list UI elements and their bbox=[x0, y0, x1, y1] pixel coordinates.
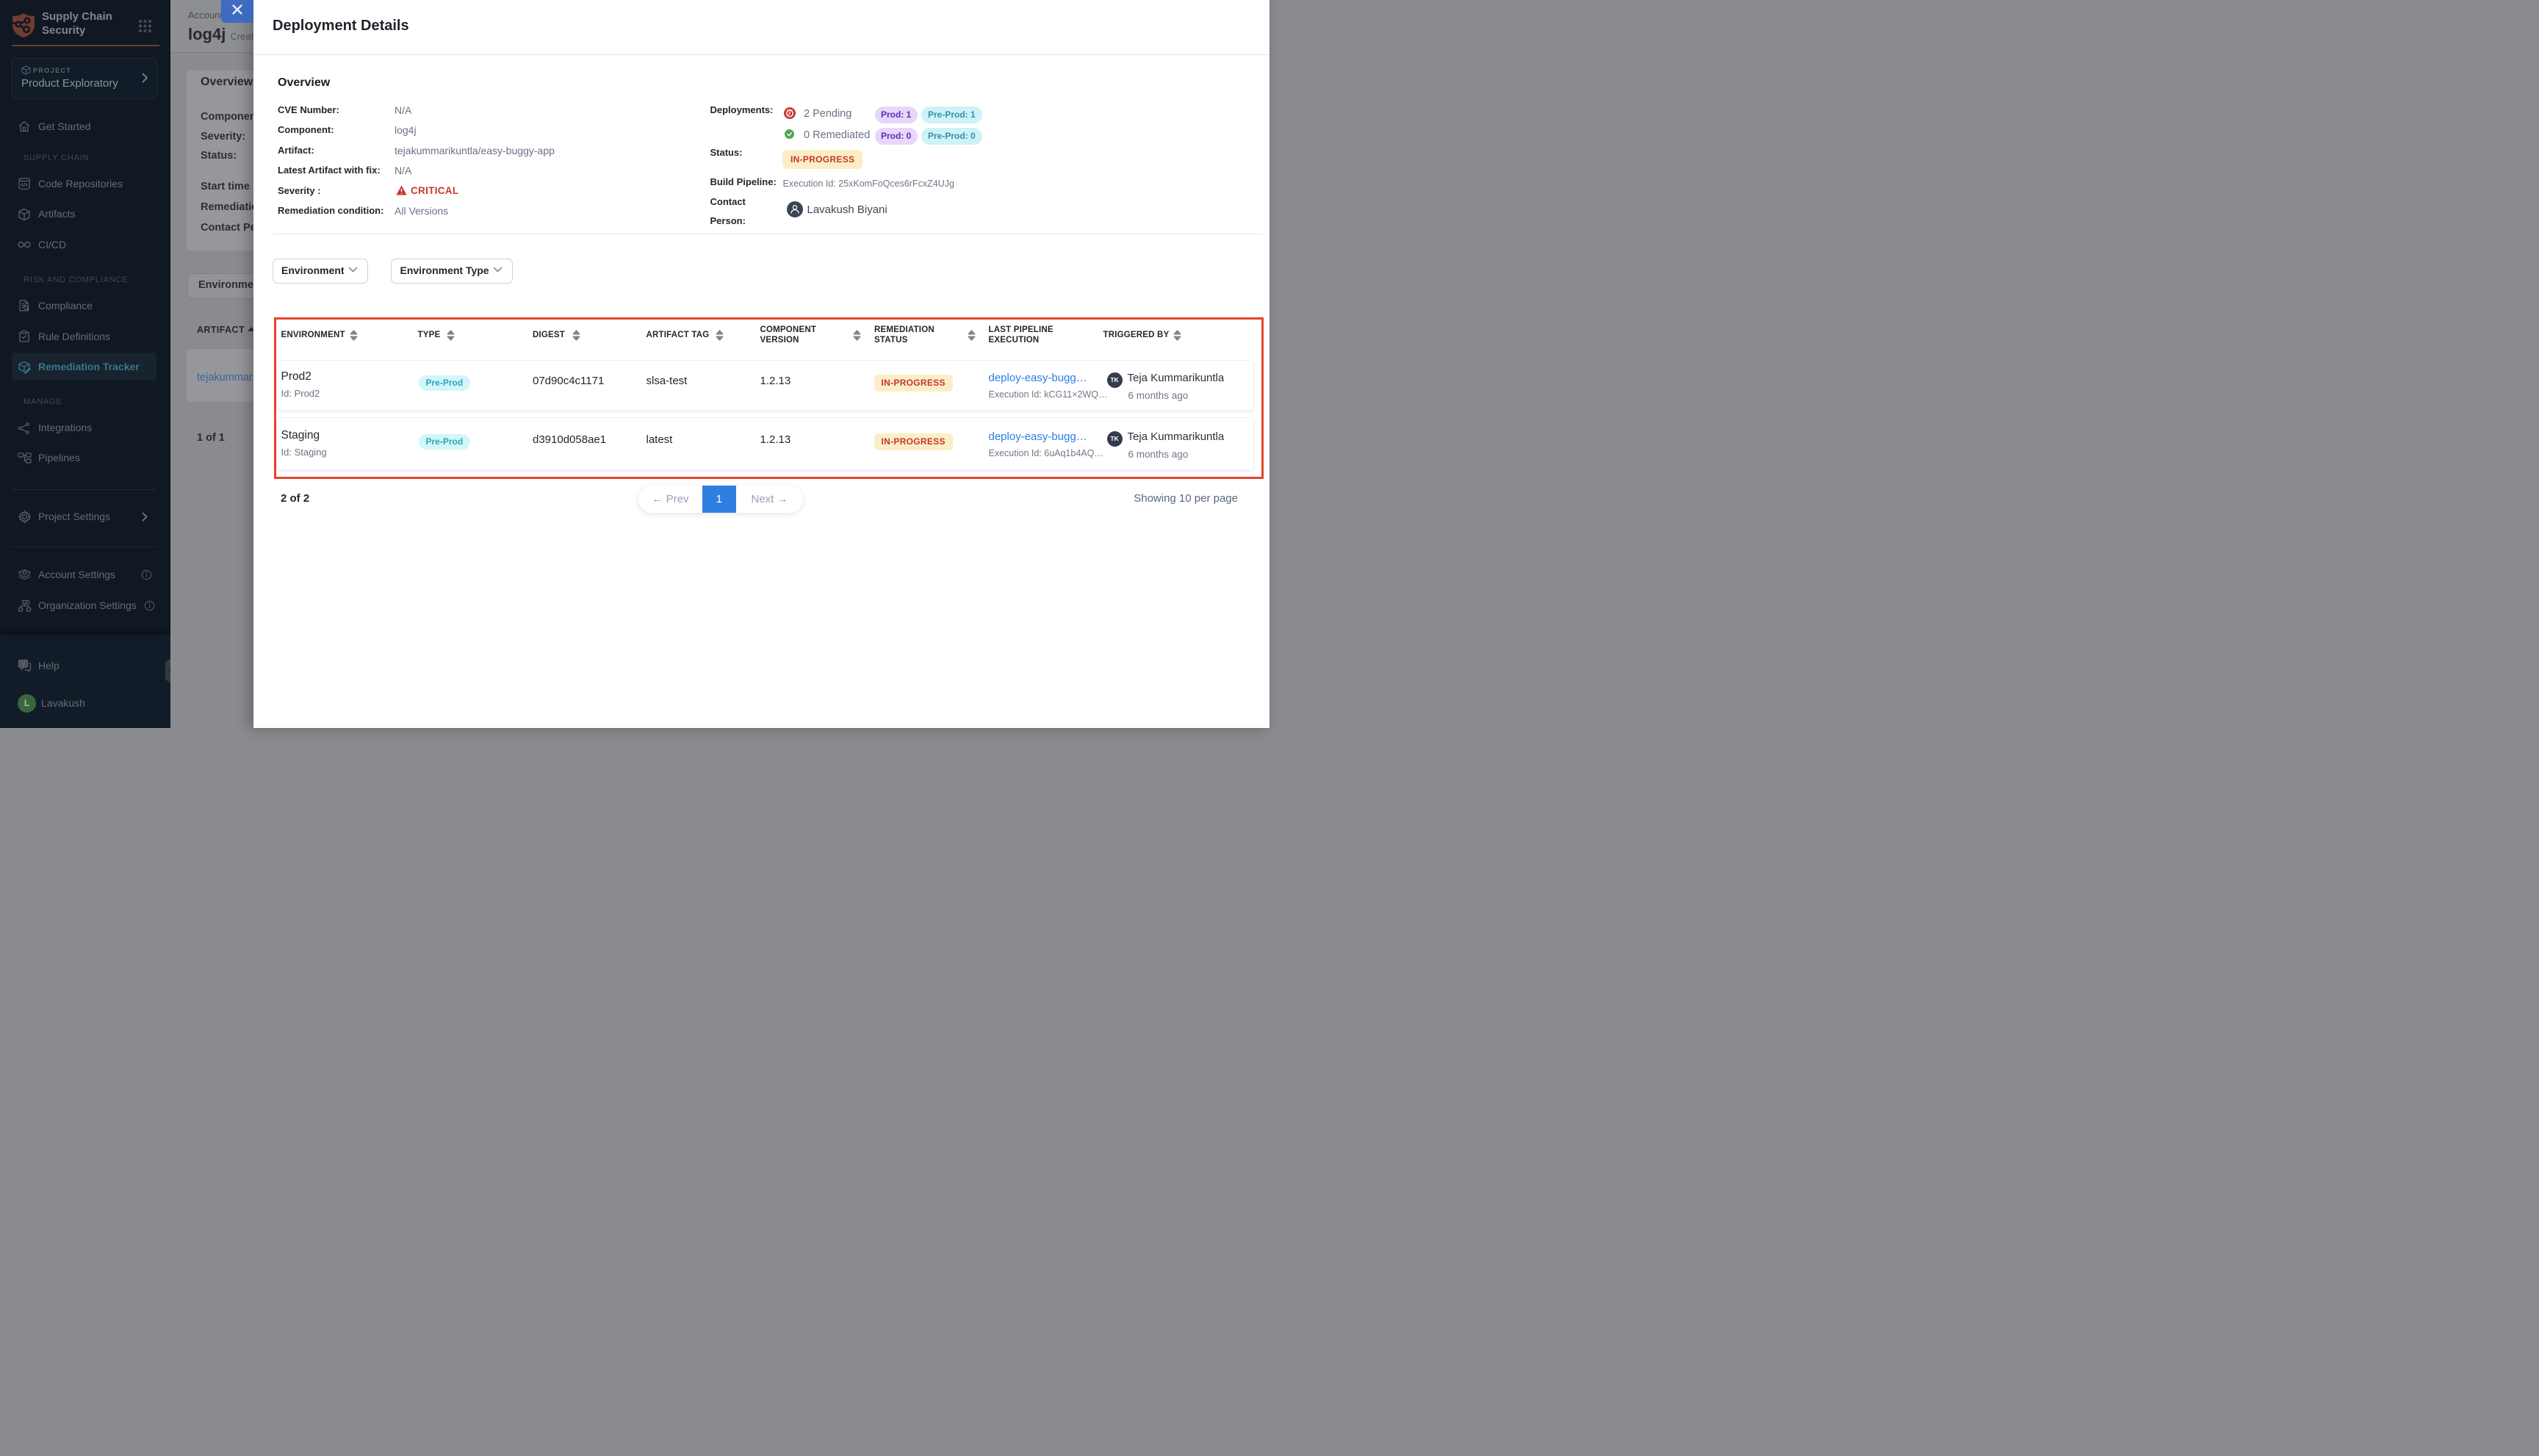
svg-text:?: ? bbox=[21, 660, 25, 667]
